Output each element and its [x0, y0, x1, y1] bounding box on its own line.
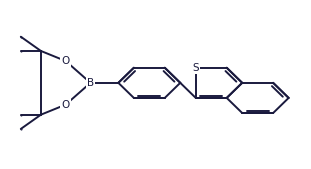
Text: S: S: [193, 63, 199, 73]
Text: O: O: [62, 100, 70, 110]
Text: B: B: [87, 78, 94, 88]
Text: O: O: [62, 56, 70, 66]
